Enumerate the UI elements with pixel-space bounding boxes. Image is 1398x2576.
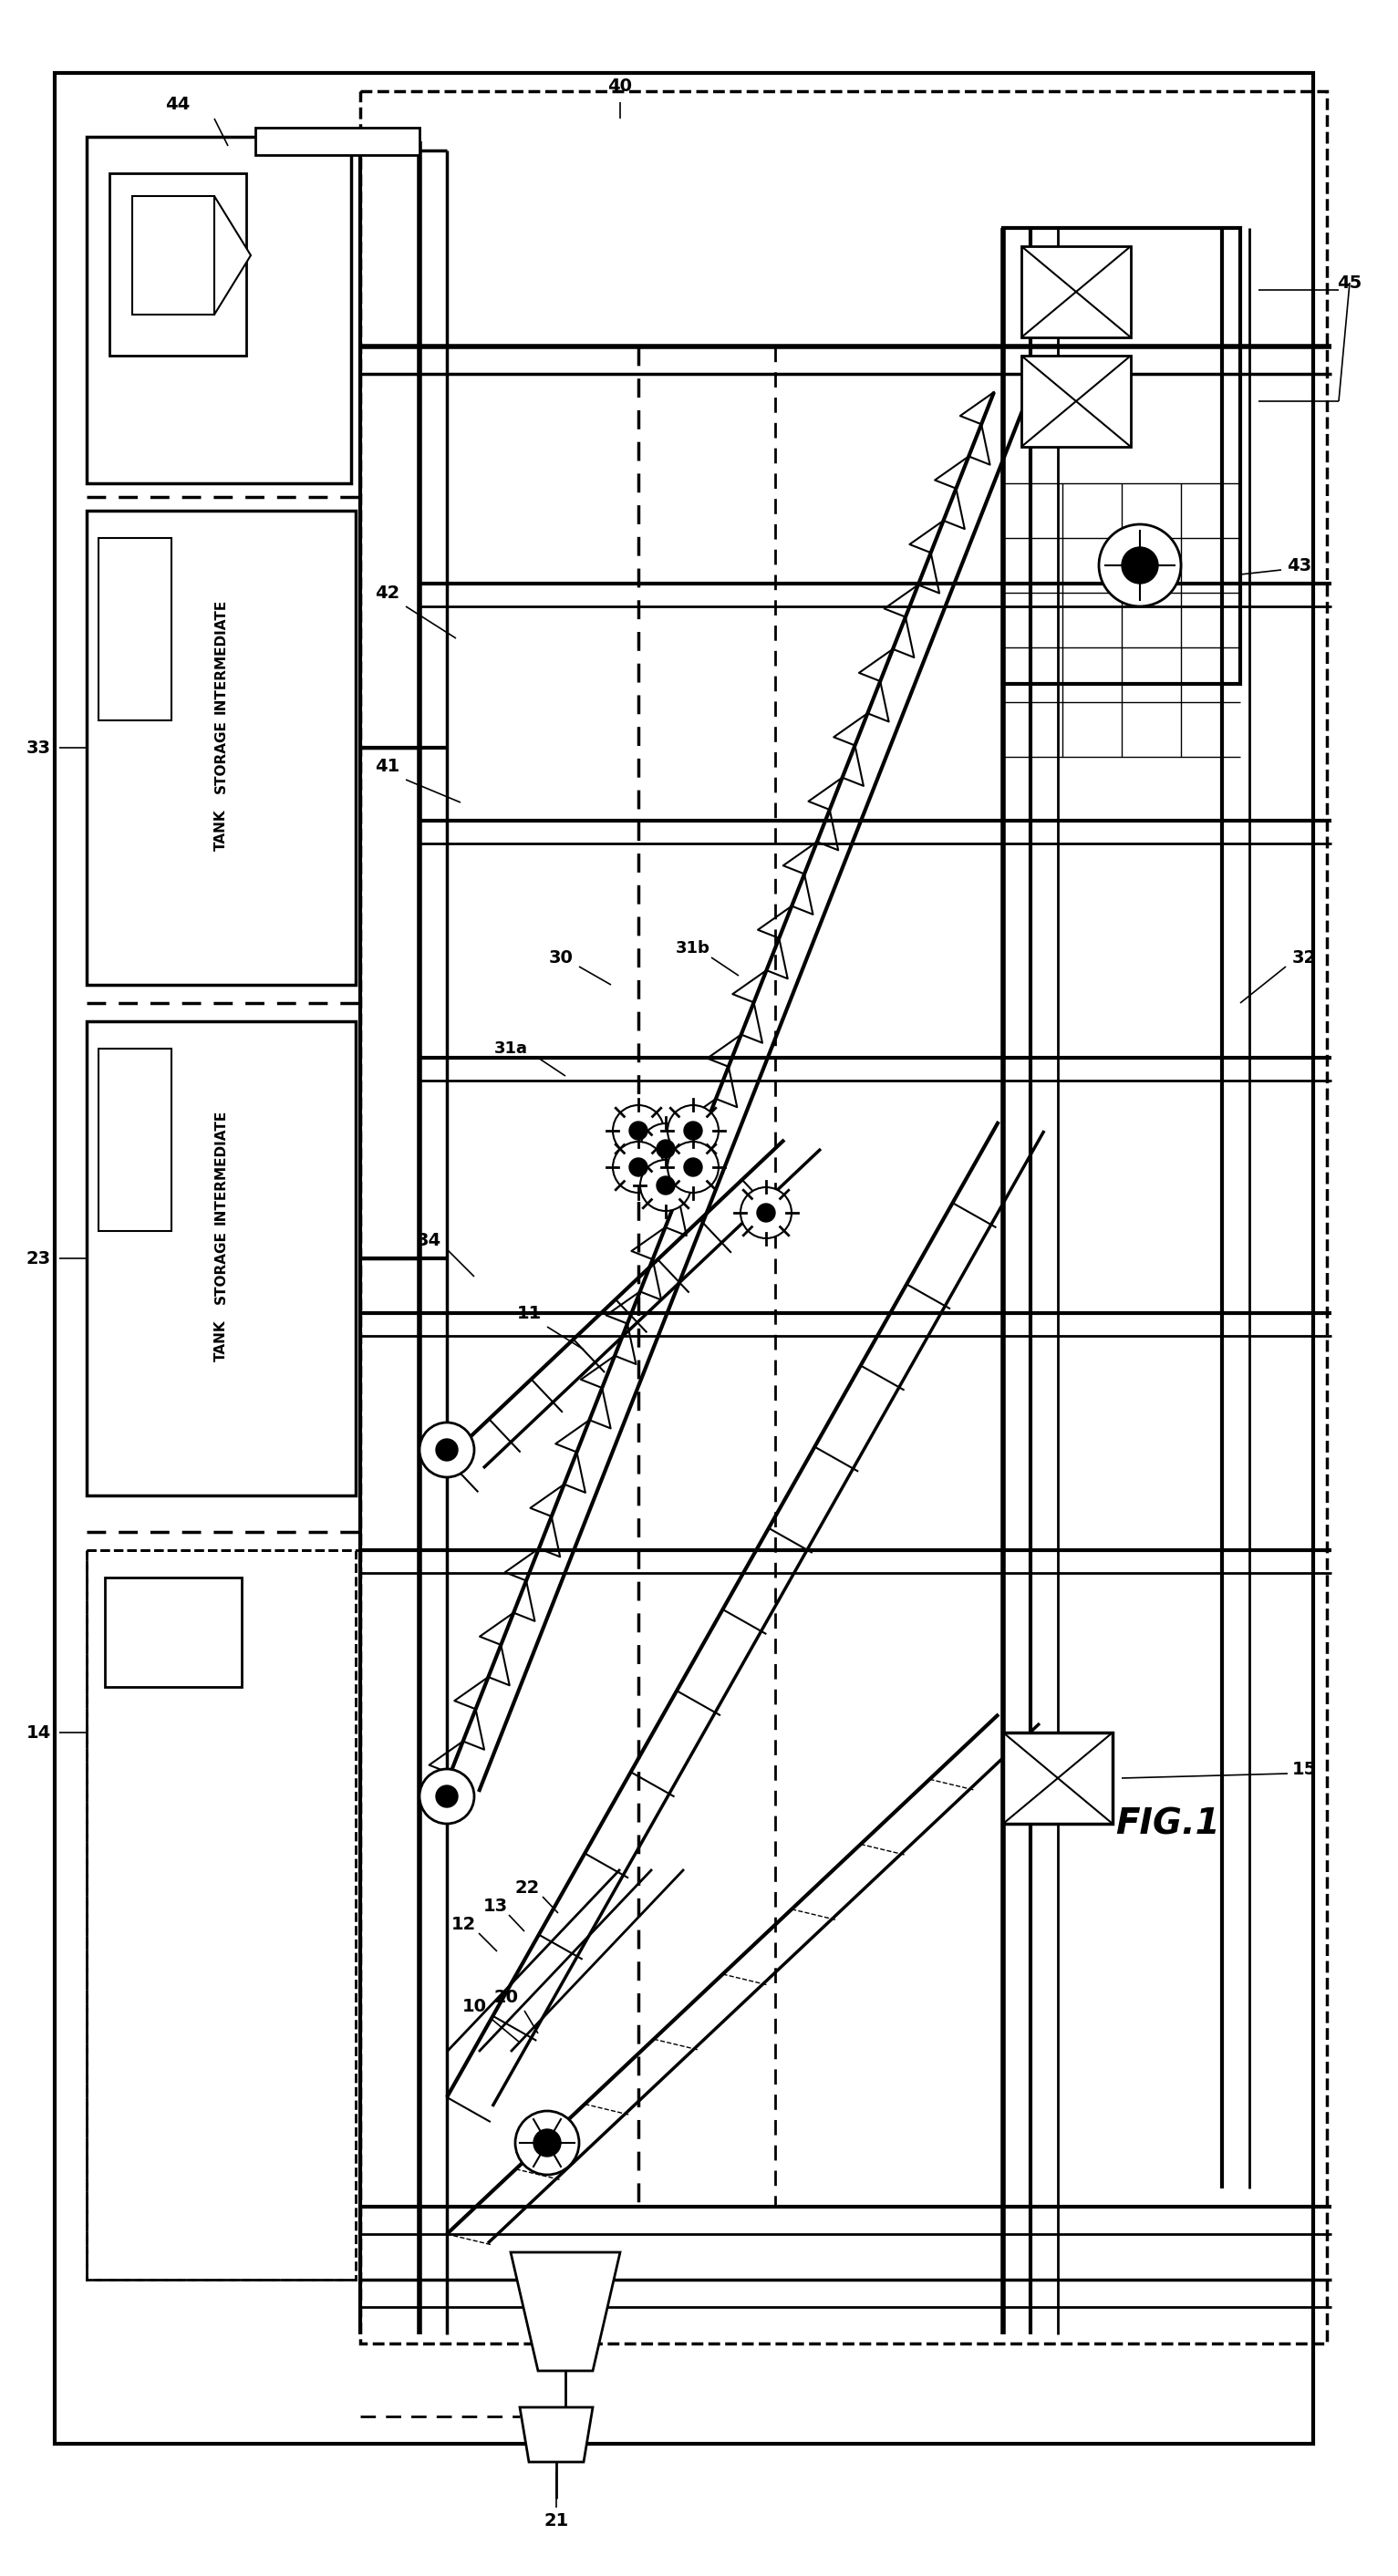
- Bar: [1022, 247, 1131, 337]
- Bar: [98, 1048, 172, 1231]
- Bar: [1004, 227, 1240, 683]
- Text: 12: 12: [450, 1917, 475, 1932]
- Circle shape: [667, 1105, 719, 1157]
- Text: 15: 15: [1292, 1759, 1317, 1777]
- Text: 30: 30: [548, 948, 573, 966]
- Circle shape: [516, 2110, 579, 2174]
- Text: INTERMEDIATE: INTERMEDIATE: [214, 1110, 228, 1224]
- Circle shape: [612, 1105, 664, 1157]
- Bar: [87, 1551, 355, 2280]
- Circle shape: [684, 1159, 702, 1177]
- Bar: [109, 173, 246, 355]
- Polygon shape: [510, 2251, 621, 2370]
- Bar: [1022, 355, 1131, 446]
- Text: 34: 34: [417, 1231, 440, 1249]
- Polygon shape: [214, 196, 250, 314]
- Text: 42: 42: [375, 585, 400, 600]
- Text: 32: 32: [1292, 948, 1317, 966]
- Text: 13: 13: [482, 1896, 507, 1914]
- Polygon shape: [520, 2409, 593, 2463]
- Text: 40: 40: [608, 77, 632, 95]
- Bar: [133, 196, 214, 314]
- Bar: [98, 538, 172, 721]
- Text: 11: 11: [516, 1303, 541, 1321]
- Bar: [87, 510, 355, 984]
- Circle shape: [667, 1141, 719, 1193]
- Text: STORAGE: STORAGE: [214, 719, 228, 793]
- Text: TANK: TANK: [214, 809, 228, 850]
- Text: 20: 20: [493, 1989, 519, 2007]
- Circle shape: [436, 1785, 457, 1808]
- Text: 33: 33: [27, 739, 50, 757]
- Circle shape: [1121, 546, 1158, 585]
- Text: 10: 10: [461, 1996, 487, 2014]
- Text: 31b: 31b: [675, 940, 710, 956]
- Circle shape: [436, 1440, 457, 1461]
- Bar: [361, 90, 1327, 2344]
- Circle shape: [640, 1123, 691, 1175]
- Circle shape: [640, 1159, 691, 1211]
- Text: FIG.1: FIG.1: [1116, 1806, 1219, 1842]
- Circle shape: [741, 1188, 791, 1239]
- Circle shape: [419, 1770, 474, 1824]
- Circle shape: [657, 1139, 675, 1159]
- Bar: [105, 1577, 242, 1687]
- Circle shape: [629, 1159, 647, 1177]
- Text: 43: 43: [1288, 556, 1311, 574]
- Text: 41: 41: [375, 757, 400, 775]
- Text: INTERMEDIATE: INTERMEDIATE: [214, 600, 228, 714]
- Circle shape: [612, 1141, 664, 1193]
- Circle shape: [657, 1177, 675, 1195]
- Bar: [87, 1020, 355, 1497]
- Text: 14: 14: [27, 1723, 50, 1741]
- Circle shape: [1099, 526, 1181, 605]
- Bar: [1004, 1734, 1113, 1824]
- Circle shape: [756, 1203, 774, 1221]
- Text: 31a: 31a: [493, 1041, 527, 1056]
- Text: TANK: TANK: [214, 1319, 228, 1360]
- Circle shape: [684, 1121, 702, 1139]
- Text: 23: 23: [27, 1249, 50, 1267]
- Text: 45: 45: [1338, 273, 1362, 291]
- Text: 44: 44: [165, 95, 190, 113]
- Text: STORAGE: STORAGE: [214, 1231, 228, 1303]
- Circle shape: [534, 2130, 561, 2156]
- Text: 22: 22: [514, 1878, 540, 1896]
- Bar: [256, 129, 419, 155]
- Bar: [87, 1551, 361, 2280]
- Text: 21: 21: [544, 2512, 569, 2530]
- Circle shape: [419, 1422, 474, 1476]
- Circle shape: [629, 1121, 647, 1139]
- Bar: [87, 137, 351, 484]
